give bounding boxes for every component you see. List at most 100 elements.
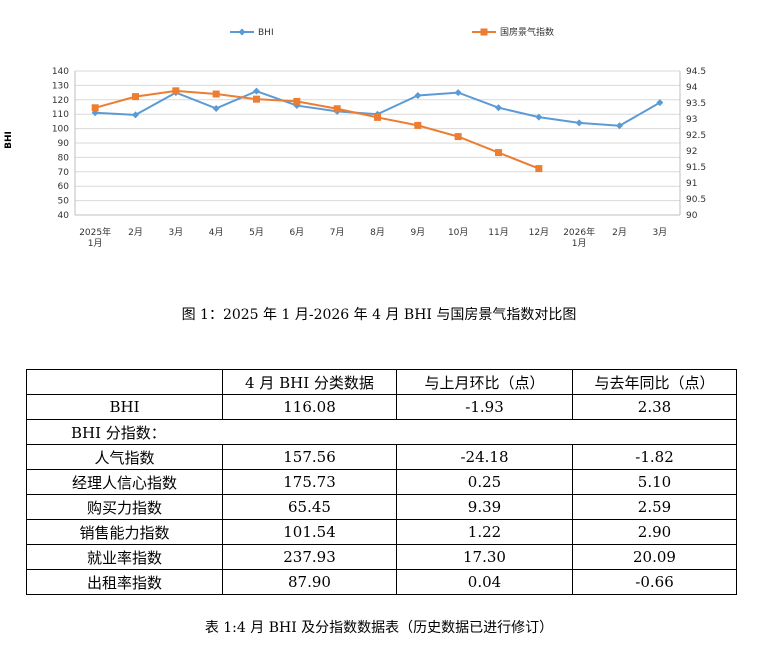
right-tick-label: 94	[686, 83, 698, 93]
data-point	[253, 87, 260, 95]
value-cell: 87.90	[222, 569, 397, 595]
x-tick-label: 5月	[249, 227, 264, 238]
x-tick-label: 10月	[448, 227, 468, 238]
chart-series	[91, 87, 664, 173]
data-point	[212, 90, 220, 98]
header-cell: 与上月环比（点）	[396, 369, 573, 395]
data-point	[374, 113, 381, 121]
row-label: BHI	[26, 394, 223, 420]
value-cell: -1.93	[396, 394, 573, 420]
table-header-row: 4 月 BHI 分类数据 与上月环比（点） 与去年同比（点）	[26, 369, 737, 395]
row-label: 出租率指数	[26, 569, 223, 595]
value-cell: 175.73	[222, 469, 397, 495]
right-tick-label: 92	[686, 147, 697, 157]
row-label: 销售能力指数	[26, 519, 223, 545]
table-row-bhi: BHI 116.08 -1.93 2.38	[26, 394, 737, 420]
value-cell: -24.18	[396, 444, 573, 470]
legend-label: BHI	[258, 28, 274, 38]
left-tick-label: 40	[58, 211, 70, 221]
x-tick-label: 3月	[168, 227, 183, 238]
header-cell: 4 月 BHI 分类数据	[222, 369, 397, 395]
data-point	[132, 93, 139, 101]
right-tick-label: 93	[686, 115, 697, 125]
chart-legend: BHI 国房景气指数	[230, 26, 554, 38]
legend-marker	[480, 28, 488, 36]
figure-caption: 图 1：2025 年 1 月-2026 年 4 月 BHI 与国房景气指数对比图	[181, 307, 577, 323]
value-cell: 116.08	[222, 394, 397, 420]
data-point	[172, 87, 180, 95]
data-point	[212, 104, 220, 112]
data-point	[253, 95, 260, 103]
value-cell: 2.38	[572, 394, 737, 420]
series-line-1	[94, 89, 540, 170]
data-point	[535, 113, 543, 121]
x-tick-label: 9月	[410, 227, 425, 238]
value-cell: 5.10	[572, 469, 737, 495]
left-tick-label: 70	[58, 168, 70, 178]
data-point	[535, 165, 543, 173]
bhi-comparison-chart: 40 50 60 70 80 90 100 110 120 130 140 90 90.5 91 91.5…	[4, 26, 706, 249]
data-point	[132, 111, 139, 119]
right-tick-label: 90.5	[686, 195, 706, 205]
value-cell: 9.39	[396, 494, 573, 520]
left-tick-label: 100	[52, 125, 69, 135]
bhi-data-table: 4 月 BHI 分类数据 与上月环比（点） 与去年同比（点） BHI 116.0…	[26, 369, 737, 595]
left-tick-label: 50	[58, 197, 70, 207]
value-cell: 17.30	[396, 544, 573, 570]
right-tick-label: 91	[686, 179, 697, 189]
left-axis-ticks: 40 50 60 70 80 90 100 110 120 130 140	[52, 67, 69, 221]
header-cell: 与去年同比（点）	[572, 369, 737, 395]
data-point	[616, 122, 623, 130]
data-point	[414, 91, 422, 99]
data-point	[495, 149, 502, 157]
left-tick-label: 130	[52, 81, 69, 91]
x-tick-label: 3月	[652, 227, 667, 238]
data-point	[293, 97, 301, 105]
right-tick-label: 94.5	[686, 67, 706, 77]
value-cell: 1.22	[396, 519, 573, 545]
x-tick-label: 4月	[209, 227, 224, 238]
legend-marker	[238, 28, 246, 36]
data-point	[454, 133, 462, 141]
left-tick-label: 60	[58, 182, 70, 192]
right-axis-ticks: 90 90.5 91 91.5 92 92.5 93 93.5 94 94.5	[686, 67, 706, 221]
value-cell: 157.56	[222, 444, 397, 470]
row-label: 人气指数	[26, 444, 223, 470]
data-point	[333, 105, 341, 113]
left-tick-label: 120	[52, 96, 69, 106]
value-cell: 237.93	[222, 544, 397, 570]
table-row: 销售能力指数 101.54 1.22 2.90	[26, 519, 737, 545]
x-tick-label: 1月	[572, 238, 587, 249]
right-tick-label: 93.5	[686, 99, 706, 109]
right-tick-label: 91.5	[686, 163, 706, 173]
legend-label: 国房景气指数	[500, 26, 554, 38]
value-cell: 0.25	[396, 469, 573, 495]
right-tick-label: 90	[686, 211, 698, 221]
data-point	[656, 99, 664, 107]
x-tick-label: 2月	[128, 227, 143, 238]
value-cell: 101.54	[222, 519, 397, 545]
data-point	[495, 104, 502, 112]
x-tick-label: 11月	[488, 227, 508, 238]
table-caption: 表 1:4 月 BHI 及分指数数据表（历史数据已进行修订）	[204, 620, 554, 636]
x-tick-label: 7月	[330, 227, 345, 238]
row-label: 经理人信心指数	[26, 469, 223, 495]
x-tick-label: 2026年	[563, 226, 595, 238]
value-cell: 2.59	[572, 494, 737, 520]
value-cell: -1.82	[572, 444, 737, 470]
data-point	[454, 89, 462, 97]
table-row: 就业率指数 237.93 17.30 20.09	[26, 544, 737, 570]
left-tick-label: 140	[52, 67, 69, 77]
left-tick-label: 110	[52, 110, 69, 120]
table-row: 出租率指数 87.90 0.04 -0.66	[26, 569, 737, 595]
data-point	[414, 121, 422, 129]
x-tick-label: 8月	[370, 227, 385, 238]
left-tick-label: 80	[58, 153, 70, 163]
y-axis-title: BHI	[4, 131, 14, 149]
data-point	[575, 119, 583, 127]
table-body: 4 月 BHI 分类数据 与上月环比（点） 与去年同比（点） BHI 116.0…	[26, 369, 737, 595]
table-section-row: BHI 分指数：	[26, 419, 737, 445]
x-tick-label: 6月	[289, 227, 304, 238]
data-point	[91, 104, 99, 112]
